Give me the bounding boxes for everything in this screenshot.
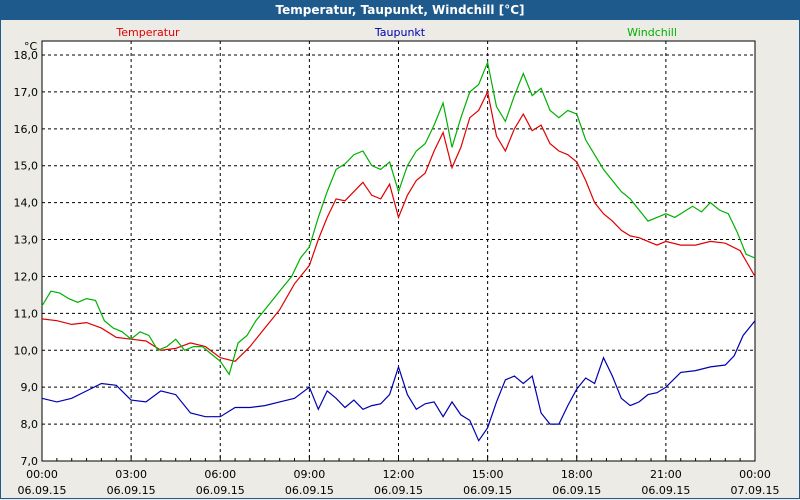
window-title: Temperatur, Taupunkt, Windchill [°C] <box>0 0 800 20</box>
legend-entry-temperatur: Temperatur <box>115 26 180 39</box>
x-tick-date: 06.09.15 <box>107 484 156 497</box>
y-tick-label: 16,0 <box>14 123 39 136</box>
series-line-taupunkt <box>41 320 756 442</box>
y-tick-label: 15,0 <box>14 160 39 173</box>
y-tick-label: 8,0 <box>21 418 39 431</box>
x-tick-time: 06:00 <box>204 468 236 481</box>
y-tick-label: 10,0 <box>14 344 39 357</box>
x-tick-time: 00:00 <box>26 468 58 481</box>
y-tick-label: 9,0 <box>21 381 39 394</box>
x-tick-date: 06.09.15 <box>285 484 334 497</box>
legend-entry-taupunkt: Taupunkt <box>374 26 426 39</box>
x-tick-time: 21:00 <box>650 468 682 481</box>
grid <box>41 40 756 462</box>
y-tick-label: 11,0 <box>14 307 39 320</box>
series-line-temperatur <box>41 90 756 362</box>
series <box>41 60 756 442</box>
x-tick-time: 12:00 <box>383 468 415 481</box>
y-unit-label: °C <box>24 40 38 53</box>
x-tick-date: 06.09.15 <box>641 484 690 497</box>
x-tick-time: 18:00 <box>561 468 593 481</box>
x-tick-time: 15:00 <box>472 468 504 481</box>
x-tick-time: 09:00 <box>294 468 326 481</box>
axes: 18,0 17,0 16,0 15,0 14,0 13,0 12,0 11,0 10,0 9,0 8… <box>14 40 780 497</box>
y-tick-label: 13,0 <box>14 234 39 247</box>
x-tick-date: 06.09.15 <box>18 484 67 497</box>
legend: Temperatur Taupunkt Windchill <box>115 26 677 39</box>
y-tick-label: 18,0 <box>14 49 39 62</box>
y-tick-label: 12,0 <box>14 270 39 283</box>
x-tick-time: 00:00 <box>739 468 771 481</box>
x-tick-date: 07.09.15 <box>731 484 780 497</box>
x-tick-date: 06.09.15 <box>196 484 245 497</box>
x-tick-date: 06.09.15 <box>463 484 512 497</box>
legend-entry-windchill: Windchill <box>627 26 677 39</box>
x-tick-date: 06.09.15 <box>552 484 601 497</box>
y-tick-label: 14,0 <box>14 197 39 210</box>
y-tick-label: 7,0 <box>21 455 39 468</box>
x-tick-time: 03:00 <box>115 468 147 481</box>
x-tick-date: 06.09.15 <box>374 484 423 497</box>
series-line-windchill <box>41 60 756 376</box>
y-tick-label: 17,0 <box>14 86 39 99</box>
